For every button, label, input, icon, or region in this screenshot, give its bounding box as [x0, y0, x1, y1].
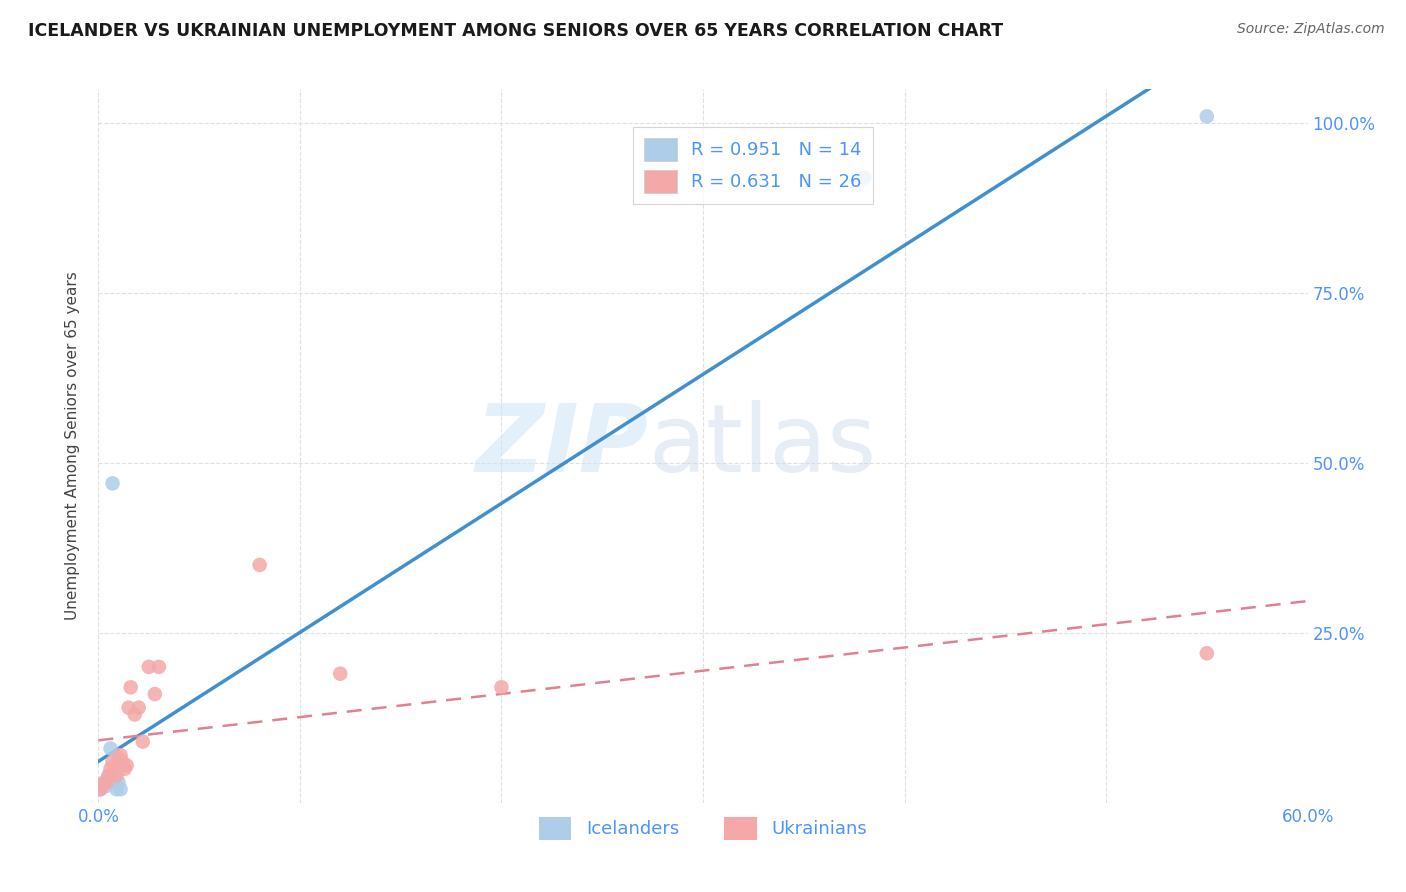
- Point: [110, 748, 132, 763]
- Point: [138, 660, 160, 674]
- Point: [101, 476, 124, 491]
- Point: [143, 687, 166, 701]
- Point: [91, 779, 114, 793]
- Point: [100, 741, 122, 756]
- Text: Source: ZipAtlas.com: Source: ZipAtlas.com: [1237, 22, 1385, 37]
- Point: [105, 769, 128, 783]
- Point: [110, 782, 132, 797]
- Point: [103, 758, 125, 772]
- Point: [101, 755, 124, 769]
- Text: atlas: atlas: [648, 400, 877, 492]
- Point: [93, 775, 115, 789]
- Point: [329, 666, 352, 681]
- Point: [105, 782, 128, 797]
- Point: [148, 660, 170, 674]
- Point: [114, 762, 136, 776]
- Text: ICELANDER VS UKRAINIAN UNEMPLOYMENT AMONG SENIORS OVER 65 YEARS CORRELATION CHAR: ICELANDER VS UKRAINIAN UNEMPLOYMENT AMON…: [28, 22, 1004, 40]
- Point: [100, 775, 122, 789]
- Point: [128, 700, 150, 714]
- Point: [96, 779, 118, 793]
- Point: [96, 775, 118, 789]
- Point: [1195, 109, 1218, 123]
- Point: [115, 758, 138, 772]
- Point: [97, 769, 120, 783]
- Point: [100, 762, 122, 776]
- Point: [491, 680, 513, 694]
- Point: [132, 734, 155, 748]
- Point: [97, 769, 120, 783]
- Point: [91, 779, 114, 793]
- Point: [107, 751, 129, 765]
- Point: [93, 775, 115, 789]
- Point: [107, 775, 129, 789]
- Point: [249, 558, 271, 572]
- Point: [111, 755, 134, 769]
- Text: ZIP: ZIP: [475, 400, 648, 492]
- Point: [89, 782, 111, 797]
- Point: [124, 707, 146, 722]
- Point: [120, 680, 142, 694]
- Point: [118, 700, 141, 714]
- Point: [1195, 646, 1218, 660]
- Point: [853, 170, 876, 185]
- Point: [103, 772, 125, 786]
- Point: [89, 782, 111, 797]
- Y-axis label: Unemployment Among Seniors over 65 years: Unemployment Among Seniors over 65 years: [65, 272, 80, 620]
- Legend: Icelanders, Ukrainians: Icelanders, Ukrainians: [531, 810, 875, 847]
